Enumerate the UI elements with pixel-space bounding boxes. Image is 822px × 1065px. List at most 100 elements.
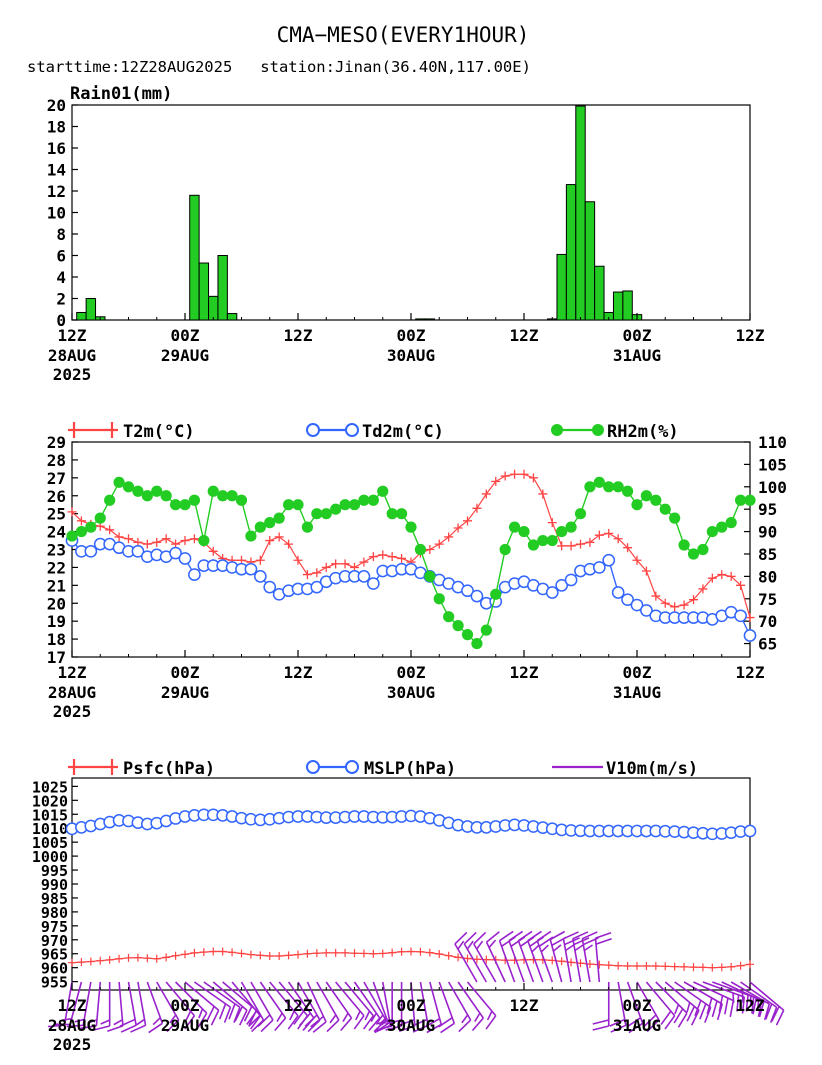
t2m-point (736, 580, 746, 590)
wind-barb-shaft (250, 981, 274, 1021)
wind-barb (702, 981, 746, 1014)
rain-bar (226, 313, 238, 321)
wind-barb (156, 981, 180, 1033)
wind-barb-shaft (636, 981, 660, 1021)
td2m-point (169, 546, 182, 560)
psfc-point (228, 948, 237, 957)
wind-barb-feather (93, 1025, 110, 1031)
psfc-point (689, 963, 698, 972)
t2m-point (434, 539, 444, 549)
wind-barb-feather (626, 1017, 642, 1028)
series-psfc (68, 947, 754, 972)
psfc-point (199, 948, 208, 957)
rh2m-point (424, 570, 436, 582)
thermo-x-date-label: 29AUG (161, 683, 209, 702)
wind-barb-shaft (63, 981, 73, 1026)
thermo-x-tick-label: 00Z (397, 663, 426, 682)
psfc-point (708, 963, 717, 972)
series-rh2m (66, 476, 756, 650)
rain-x-tick-label: 00Z (171, 326, 200, 345)
wind-barb (297, 981, 321, 1033)
td2m-point (611, 586, 625, 599)
rh2m-point (85, 521, 97, 533)
wind-barb-shaft (306, 981, 327, 1023)
psfc-point (680, 962, 689, 971)
wind-barb-feather (198, 1008, 204, 1019)
rain-x-tick-label: 12Z (58, 326, 87, 345)
wind-barb (721, 981, 763, 1017)
t2m-point (105, 525, 115, 535)
wind-barb-feather (757, 997, 760, 1008)
wind-barb (466, 981, 497, 1030)
wind-barb-feather (461, 1014, 469, 1024)
wind-barb-shaft (626, 981, 644, 1024)
series-t2m (67, 469, 755, 623)
psfc-point (256, 951, 265, 960)
wind-barb-feather (488, 939, 497, 949)
pres-y-tick-label: 1010 (32, 820, 68, 838)
thermo-y-tick-label-right: 100 (758, 478, 787, 497)
psfc-point (454, 953, 463, 962)
t2m-point (124, 534, 133, 544)
figure-title: CMA−MESO(EVERY1HOUR) (277, 23, 530, 47)
wind-barb-feather (257, 1014, 271, 1027)
wind-barb-feather (574, 944, 584, 952)
psfc-point (303, 949, 312, 958)
t2m-point (491, 476, 501, 486)
wind-barb-feather (210, 1009, 220, 1026)
wind-barb-feather (206, 1006, 215, 1022)
rain-plot-frame (71, 104, 751, 321)
wind-barb-feather (583, 944, 593, 952)
thermo-y-tick-label-left: 24 (47, 523, 66, 542)
wind-barb-feather (363, 1015, 375, 1030)
wind-barb-feather (595, 938, 612, 945)
rain-y-tick-label: 2 (56, 290, 66, 309)
wind-barb (165, 981, 196, 1030)
pres-y-tick-label: 970 (41, 932, 68, 950)
psfc-point (369, 949, 378, 958)
rh2m-point (348, 499, 361, 511)
t2m-point (340, 559, 350, 569)
figure-subtitle: starttime:12Z28AUG2025 station:Jinan(36.… (27, 58, 531, 76)
wind-barb-feather (536, 930, 552, 942)
legend-t2m-label: T2m(°C) (123, 422, 195, 442)
wind-barb-feather (364, 1010, 371, 1021)
wind-barb (674, 981, 712, 1023)
wind-barb-feather (312, 1021, 327, 1033)
wind-barb-shaft (740, 981, 778, 1008)
rh2m-point (198, 534, 210, 547)
wind-barb-feather (307, 1019, 321, 1033)
wind-barb (335, 981, 365, 1030)
wind-barb-feather (673, 1008, 684, 1024)
t2m-point (152, 537, 162, 547)
wind-barb-feather (326, 1019, 340, 1033)
rh2m-point (631, 499, 643, 511)
rain-x-tick-label: 00Z (623, 326, 652, 345)
rain-x-year-label: 2025 (53, 365, 92, 384)
wind-barb-shaft (344, 981, 374, 1017)
wind-barb-shaft (222, 981, 257, 1011)
wind-barb-feather (581, 931, 598, 940)
wind-barb-feather (499, 930, 514, 942)
rh2m-point (245, 530, 257, 542)
t2m-point (359, 557, 369, 567)
wind-barb-feather (385, 1025, 402, 1031)
pres-y-tick-label: 975 (41, 918, 68, 936)
pres-x-date-label: 30AUG (387, 1016, 435, 1035)
psfc-point (237, 949, 246, 958)
wind-barb-shaft (536, 940, 554, 983)
wind-barb (269, 981, 299, 1030)
legend-mslp-label: MSLP(hPa) (364, 759, 456, 779)
wind-barb-shaft (508, 940, 525, 983)
wind-barb-feather (440, 1022, 455, 1034)
wind-barb (175, 981, 208, 1028)
psfc-point (746, 960, 754, 969)
wind-barb-feather (375, 1019, 393, 1025)
rh2m-point (461, 629, 474, 641)
rain-panel-title: Rain01(mm) (70, 84, 172, 104)
rain-y-tick-label: 16 (47, 139, 66, 158)
rh2m-point (113, 476, 125, 488)
pres-y-tick-label: 980 (41, 904, 68, 922)
wind-barb-shaft (730, 981, 770, 1005)
rh2m-point (207, 485, 219, 497)
